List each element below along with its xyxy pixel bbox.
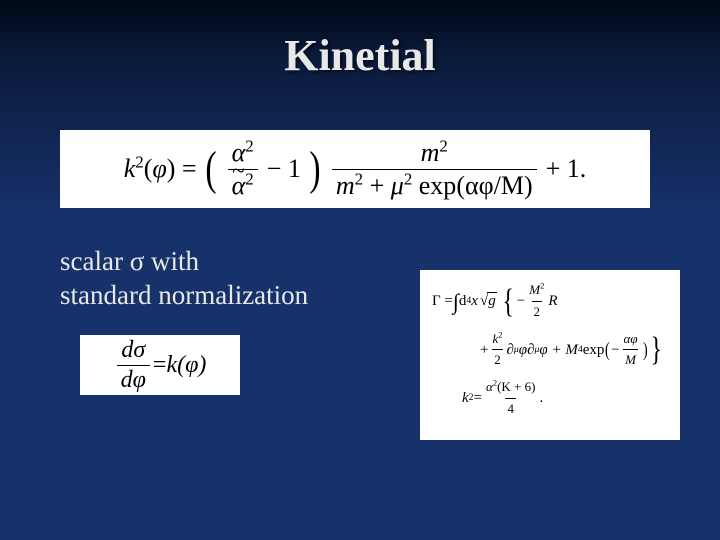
minus-one: − 1 bbox=[267, 154, 301, 184]
mass-fraction: m2 m2 + μ2 exp(αφ/M) bbox=[332, 138, 537, 201]
scalar-caption: scalar σ with standard normalization bbox=[60, 245, 308, 313]
k-of-phi: k(φ) bbox=[166, 352, 206, 379]
eq-sign: = bbox=[153, 352, 167, 379]
dsigma-dphi-fraction: dσ dφ bbox=[117, 337, 150, 394]
main-equation-box: k2(φ) = ( α2 α2 − 1 ) m2 m2 + μ2 exp(αφ/… bbox=[60, 130, 650, 208]
gamma-line-1: Γ = ∫ d4x g { − M2 2 R bbox=[432, 280, 668, 323]
plus-one-tail: + 1. bbox=[546, 154, 587, 184]
main-equation: k2(φ) = ( α2 α2 − 1 ) m2 m2 + μ2 exp(αφ/… bbox=[124, 138, 587, 201]
M2-over-2: M2 2 bbox=[527, 280, 546, 323]
gamma-line-2: + k2 2 ∂μφ∂μφ + M4 exp ( − αφ M ) } bbox=[432, 329, 668, 372]
k2-over-2: k2 2 bbox=[490, 329, 504, 372]
alpha-fraction: α2 α2 bbox=[228, 138, 258, 201]
right-equation-box: Γ = ∫ d4x g { − M2 2 R + k2 2 ∂μφ∂μφ + M… bbox=[420, 270, 680, 440]
alpha-phi-over-M: αφ M bbox=[622, 329, 640, 372]
lhs-k: k2(φ) = bbox=[124, 154, 197, 184]
gamma-line-3: k2 = α2(K + 6) 4 . bbox=[432, 377, 668, 420]
left-equation-box: dσ dφ = k(φ) bbox=[80, 335, 240, 395]
lparen-icon: ( bbox=[205, 150, 216, 188]
sqrt-g: g bbox=[478, 289, 497, 313]
rparen-icon: ) bbox=[309, 150, 320, 188]
slide-title: Kinetial bbox=[0, 30, 720, 81]
rbrace-icon: } bbox=[651, 336, 662, 363]
alpha2K6-over-4: α2(K + 6) 4 bbox=[484, 377, 537, 420]
lbrace-icon: { bbox=[503, 288, 514, 315]
